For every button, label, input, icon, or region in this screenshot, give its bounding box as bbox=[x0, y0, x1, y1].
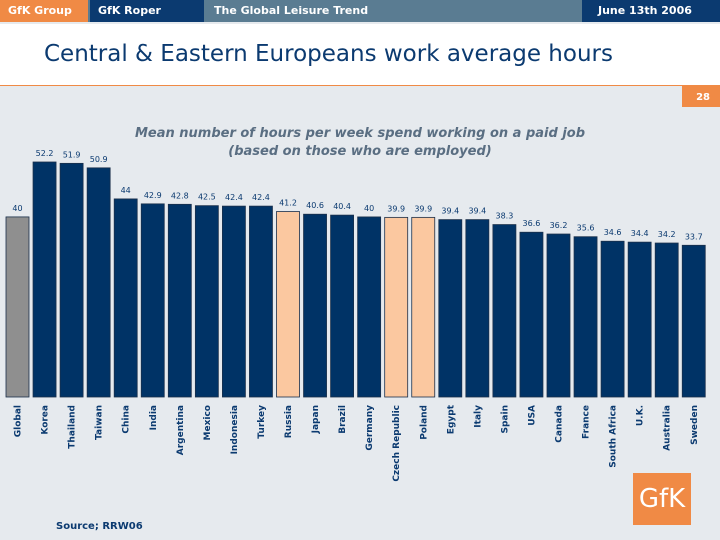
gfk-logo: GfK bbox=[633, 473, 691, 525]
data-label-global: 40 bbox=[12, 204, 22, 213]
bar-u-k bbox=[627, 241, 652, 398]
category-label-canada: Canada bbox=[555, 405, 565, 443]
category-label-turkey: Turkey bbox=[257, 405, 267, 439]
data-label-australia: 34.2 bbox=[658, 230, 676, 239]
data-label-italy: 39.4 bbox=[468, 207, 486, 216]
page-number: 28 bbox=[682, 86, 720, 107]
bar-argentina bbox=[167, 203, 192, 398]
data-label-egypt: 39.4 bbox=[441, 207, 459, 216]
data-label-japan: 40.6 bbox=[306, 201, 324, 210]
category-label-global: Global bbox=[14, 405, 24, 437]
bar-global bbox=[5, 216, 30, 398]
bar-brazil bbox=[330, 214, 355, 398]
data-label-turkey: 42.4 bbox=[252, 193, 270, 202]
category-label-poland: Poland bbox=[419, 405, 429, 440]
category-label-argentina: Argentina bbox=[176, 405, 186, 455]
bar-italy bbox=[465, 219, 490, 398]
bar-india bbox=[140, 203, 165, 398]
page-title: Central & Eastern Europeans work average… bbox=[44, 41, 613, 67]
category-label-indonesia: Indonesia bbox=[230, 405, 240, 454]
category-label-taiwan: Taiwan bbox=[95, 405, 105, 440]
bar-poland bbox=[411, 216, 436, 398]
data-label-usa: 36.6 bbox=[523, 219, 541, 228]
data-label-thailand: 51.9 bbox=[63, 150, 81, 159]
bar-spain bbox=[492, 224, 517, 398]
data-label-canada: 36.2 bbox=[550, 221, 568, 230]
header-tab-gfk-group: GfK Group bbox=[0, 0, 88, 22]
category-label-france: France bbox=[582, 405, 592, 439]
chart-title-block: Mean number of hours per week spend work… bbox=[100, 125, 620, 161]
bar-thailand bbox=[59, 162, 84, 398]
bar-russia bbox=[276, 211, 300, 398]
category-label-australia: Australia bbox=[663, 405, 673, 451]
category-label-u-k: U.K. bbox=[636, 405, 646, 426]
data-label-korea: 52.2 bbox=[36, 149, 54, 158]
category-label-egypt: Egypt bbox=[446, 404, 456, 434]
category-label-south-africa: South Africa bbox=[609, 405, 619, 468]
bar-sweden bbox=[681, 244, 706, 398]
data-label-czech-republic: 39.9 bbox=[387, 204, 405, 213]
bar-usa bbox=[519, 231, 544, 398]
source-note: Source; RRW06 bbox=[56, 521, 143, 532]
data-label-germany: 40 bbox=[364, 204, 374, 213]
bar-turkey bbox=[249, 205, 273, 398]
bar-germany bbox=[357, 216, 382, 398]
category-label-russia: Russia bbox=[284, 405, 294, 438]
category-label-japan: Japan bbox=[311, 405, 321, 434]
data-label-taiwan: 50.9 bbox=[90, 155, 108, 164]
title-area: Central & Eastern Europeans work average… bbox=[0, 24, 720, 86]
category-label-sweden: Sweden bbox=[690, 405, 700, 445]
bar-china bbox=[113, 198, 138, 398]
category-label-thailand: Thailand bbox=[68, 405, 78, 449]
bar-south-africa bbox=[600, 240, 625, 398]
chart-subtitle: (based on those who are employed) bbox=[228, 144, 492, 159]
header-tab-trend-title: The Global Leisure Trend bbox=[206, 0, 580, 22]
category-label-italy: Italy bbox=[473, 405, 483, 428]
data-label-argentina: 42.8 bbox=[171, 191, 189, 200]
chart-title: Mean number of hours per week spend work… bbox=[134, 126, 586, 141]
data-label-france: 35.6 bbox=[577, 224, 595, 233]
data-label-india: 42.9 bbox=[144, 191, 162, 200]
category-label-czech-republic: Czech Republic bbox=[392, 405, 402, 482]
bar-canada bbox=[546, 233, 571, 398]
data-label-spain: 38.3 bbox=[495, 212, 513, 221]
bar-mexico bbox=[194, 205, 219, 398]
category-label-usa: USA bbox=[527, 405, 537, 426]
data-label-poland: 39.9 bbox=[414, 204, 432, 213]
category-label-germany: Germany bbox=[365, 405, 375, 451]
data-label-indonesia: 42.4 bbox=[225, 193, 243, 202]
bar-taiwan bbox=[86, 167, 111, 398]
data-label-mexico: 42.5 bbox=[198, 193, 216, 202]
bar-france bbox=[573, 236, 598, 398]
bar-australia bbox=[654, 242, 679, 398]
category-label-korea: Korea bbox=[41, 405, 51, 435]
header-date: June 13th 2006 bbox=[582, 0, 720, 22]
category-label-india: India bbox=[149, 405, 159, 430]
header-tab-gfk-roper: GfK Roper bbox=[90, 0, 204, 22]
category-label-spain: Spain bbox=[500, 405, 510, 434]
data-label-russia: 41.2 bbox=[279, 199, 297, 208]
data-label-u-k: 34.4 bbox=[631, 229, 649, 238]
data-label-sweden: 33.7 bbox=[685, 232, 703, 241]
category-label-brazil: Brazil bbox=[338, 405, 348, 434]
bar-czech-republic bbox=[384, 216, 409, 398]
data-label-south-africa: 34.6 bbox=[604, 228, 622, 237]
bar-egypt bbox=[438, 219, 463, 398]
data-label-brazil: 40.4 bbox=[333, 202, 351, 211]
category-label-china: China bbox=[122, 405, 132, 434]
category-label-mexico: Mexico bbox=[203, 405, 213, 440]
header-bar: GfK Group GfK Roper The Global Leisure T… bbox=[0, 0, 720, 22]
bar-japan bbox=[303, 213, 327, 398]
bar-indonesia bbox=[221, 205, 246, 398]
data-label-china: 44 bbox=[121, 186, 131, 195]
bar-korea bbox=[32, 161, 57, 398]
